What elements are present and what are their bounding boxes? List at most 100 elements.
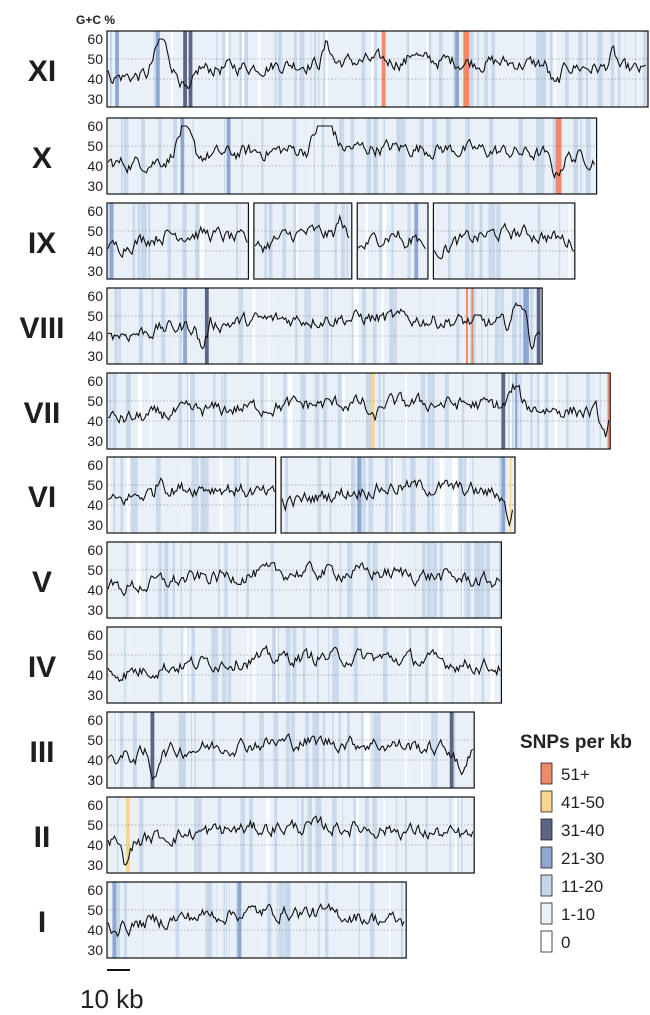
segment-border (356, 202, 429, 280)
snp-stripe (300, 373, 306, 449)
snp-stripe (285, 457, 289, 533)
y-tick-label: 40 (87, 328, 103, 344)
snp-stripe (457, 457, 460, 533)
snp-stripe (309, 542, 312, 618)
snp-stripe (489, 288, 495, 364)
snp-stripe (278, 31, 282, 107)
snp-stripe (542, 31, 545, 107)
snp-stripe (181, 627, 183, 703)
snp-stripe (485, 542, 490, 618)
snp-stripe (237, 542, 241, 618)
gc-trace (107, 225, 248, 259)
legend-swatch (540, 874, 553, 897)
snp-stripe (412, 288, 416, 364)
snp-stripe (222, 31, 226, 107)
snp-stripe (138, 373, 143, 449)
snp-stripe (313, 203, 318, 279)
snp-stripe (218, 288, 223, 364)
snp-stripe (299, 31, 305, 107)
snp-stripe (277, 288, 282, 364)
snp-stripe (447, 203, 450, 279)
snp-stripe (339, 118, 342, 194)
y-tick-label: 60 (87, 797, 103, 813)
snp-stripe (409, 31, 412, 107)
segment-background (107, 882, 407, 958)
snp-stripe (313, 118, 315, 194)
snp-stripe (478, 203, 483, 279)
legend-swatch (540, 790, 553, 813)
snp-stripe (400, 882, 403, 958)
snp-stripe (530, 373, 533, 449)
snp-stripe (296, 797, 299, 873)
chromosome-viii: VIII 60 50 40 30 (19, 287, 543, 365)
snp-stripe (314, 373, 320, 449)
snp-stripe (598, 31, 603, 107)
snp-stripe (599, 373, 601, 449)
snp-stripe (318, 882, 320, 958)
y-tick-label: 30 (87, 178, 103, 194)
y-tick-label: 50 (87, 393, 103, 409)
y-tick-label: 60 (87, 712, 103, 728)
snp-stripe (242, 118, 245, 194)
snp-band (414, 203, 419, 279)
snp-stripe (528, 203, 530, 279)
snp-stripe (452, 797, 455, 873)
snp-stripe (320, 882, 326, 958)
snp-stripe (161, 288, 166, 364)
snp-stripe (452, 457, 456, 533)
snp-stripe (372, 288, 377, 364)
snp-stripe (120, 457, 124, 533)
snp-stripe (377, 712, 380, 788)
snp-stripe (366, 542, 371, 618)
snp-stripe (145, 542, 148, 618)
snp-stripe (465, 118, 467, 194)
snp-stripe (307, 373, 312, 449)
snp-stripe (456, 797, 459, 873)
snp-stripe (240, 797, 246, 873)
snp-stripe (304, 373, 306, 449)
snp-stripe (435, 203, 438, 279)
snp-stripe (633, 31, 637, 107)
snp-stripe (469, 31, 474, 107)
snp-band (523, 288, 529, 364)
snp-stripe (328, 627, 330, 703)
snp-stripe (342, 288, 347, 364)
snp-stripe (338, 627, 342, 703)
snp-stripe (221, 627, 227, 703)
snp-stripe (209, 31, 214, 107)
snp-stripe (239, 797, 241, 873)
snp-stripe (334, 203, 336, 279)
snp-stripe (155, 457, 161, 533)
snp-stripe (259, 712, 264, 788)
snp-stripe (113, 118, 116, 194)
chromosome-vi: VI 60 50 40 30 (28, 456, 516, 534)
snp-stripe (213, 627, 219, 703)
snp-stripe (415, 542, 419, 618)
snp-stripe (274, 797, 278, 873)
snp-stripe (453, 203, 458, 279)
snp-band (357, 457, 362, 533)
snp-stripe (322, 712, 326, 788)
snp-stripe (316, 797, 322, 873)
snp-stripe (401, 542, 405, 618)
snp-stripe (509, 373, 512, 449)
snp-stripe (124, 627, 126, 703)
snp-stripe (342, 797, 344, 873)
snp-stripe (234, 542, 237, 618)
snp-stripe (382, 627, 388, 703)
y-tick-label: 40 (87, 71, 103, 87)
snp-stripe (200, 31, 205, 107)
snp-stripe (327, 542, 330, 618)
snp-stripe (235, 288, 238, 364)
legend-swatch (540, 846, 553, 869)
snp-stripe (361, 712, 364, 788)
snp-stripe (273, 627, 279, 703)
chromosome-segment (106, 881, 407, 959)
snp-stripe (391, 203, 394, 279)
snp-stripe (221, 373, 223, 449)
snp-stripe (421, 542, 426, 618)
y-tick-label: 50 (87, 138, 103, 154)
snp-stripe (409, 797, 414, 873)
gc-trace (433, 222, 575, 260)
